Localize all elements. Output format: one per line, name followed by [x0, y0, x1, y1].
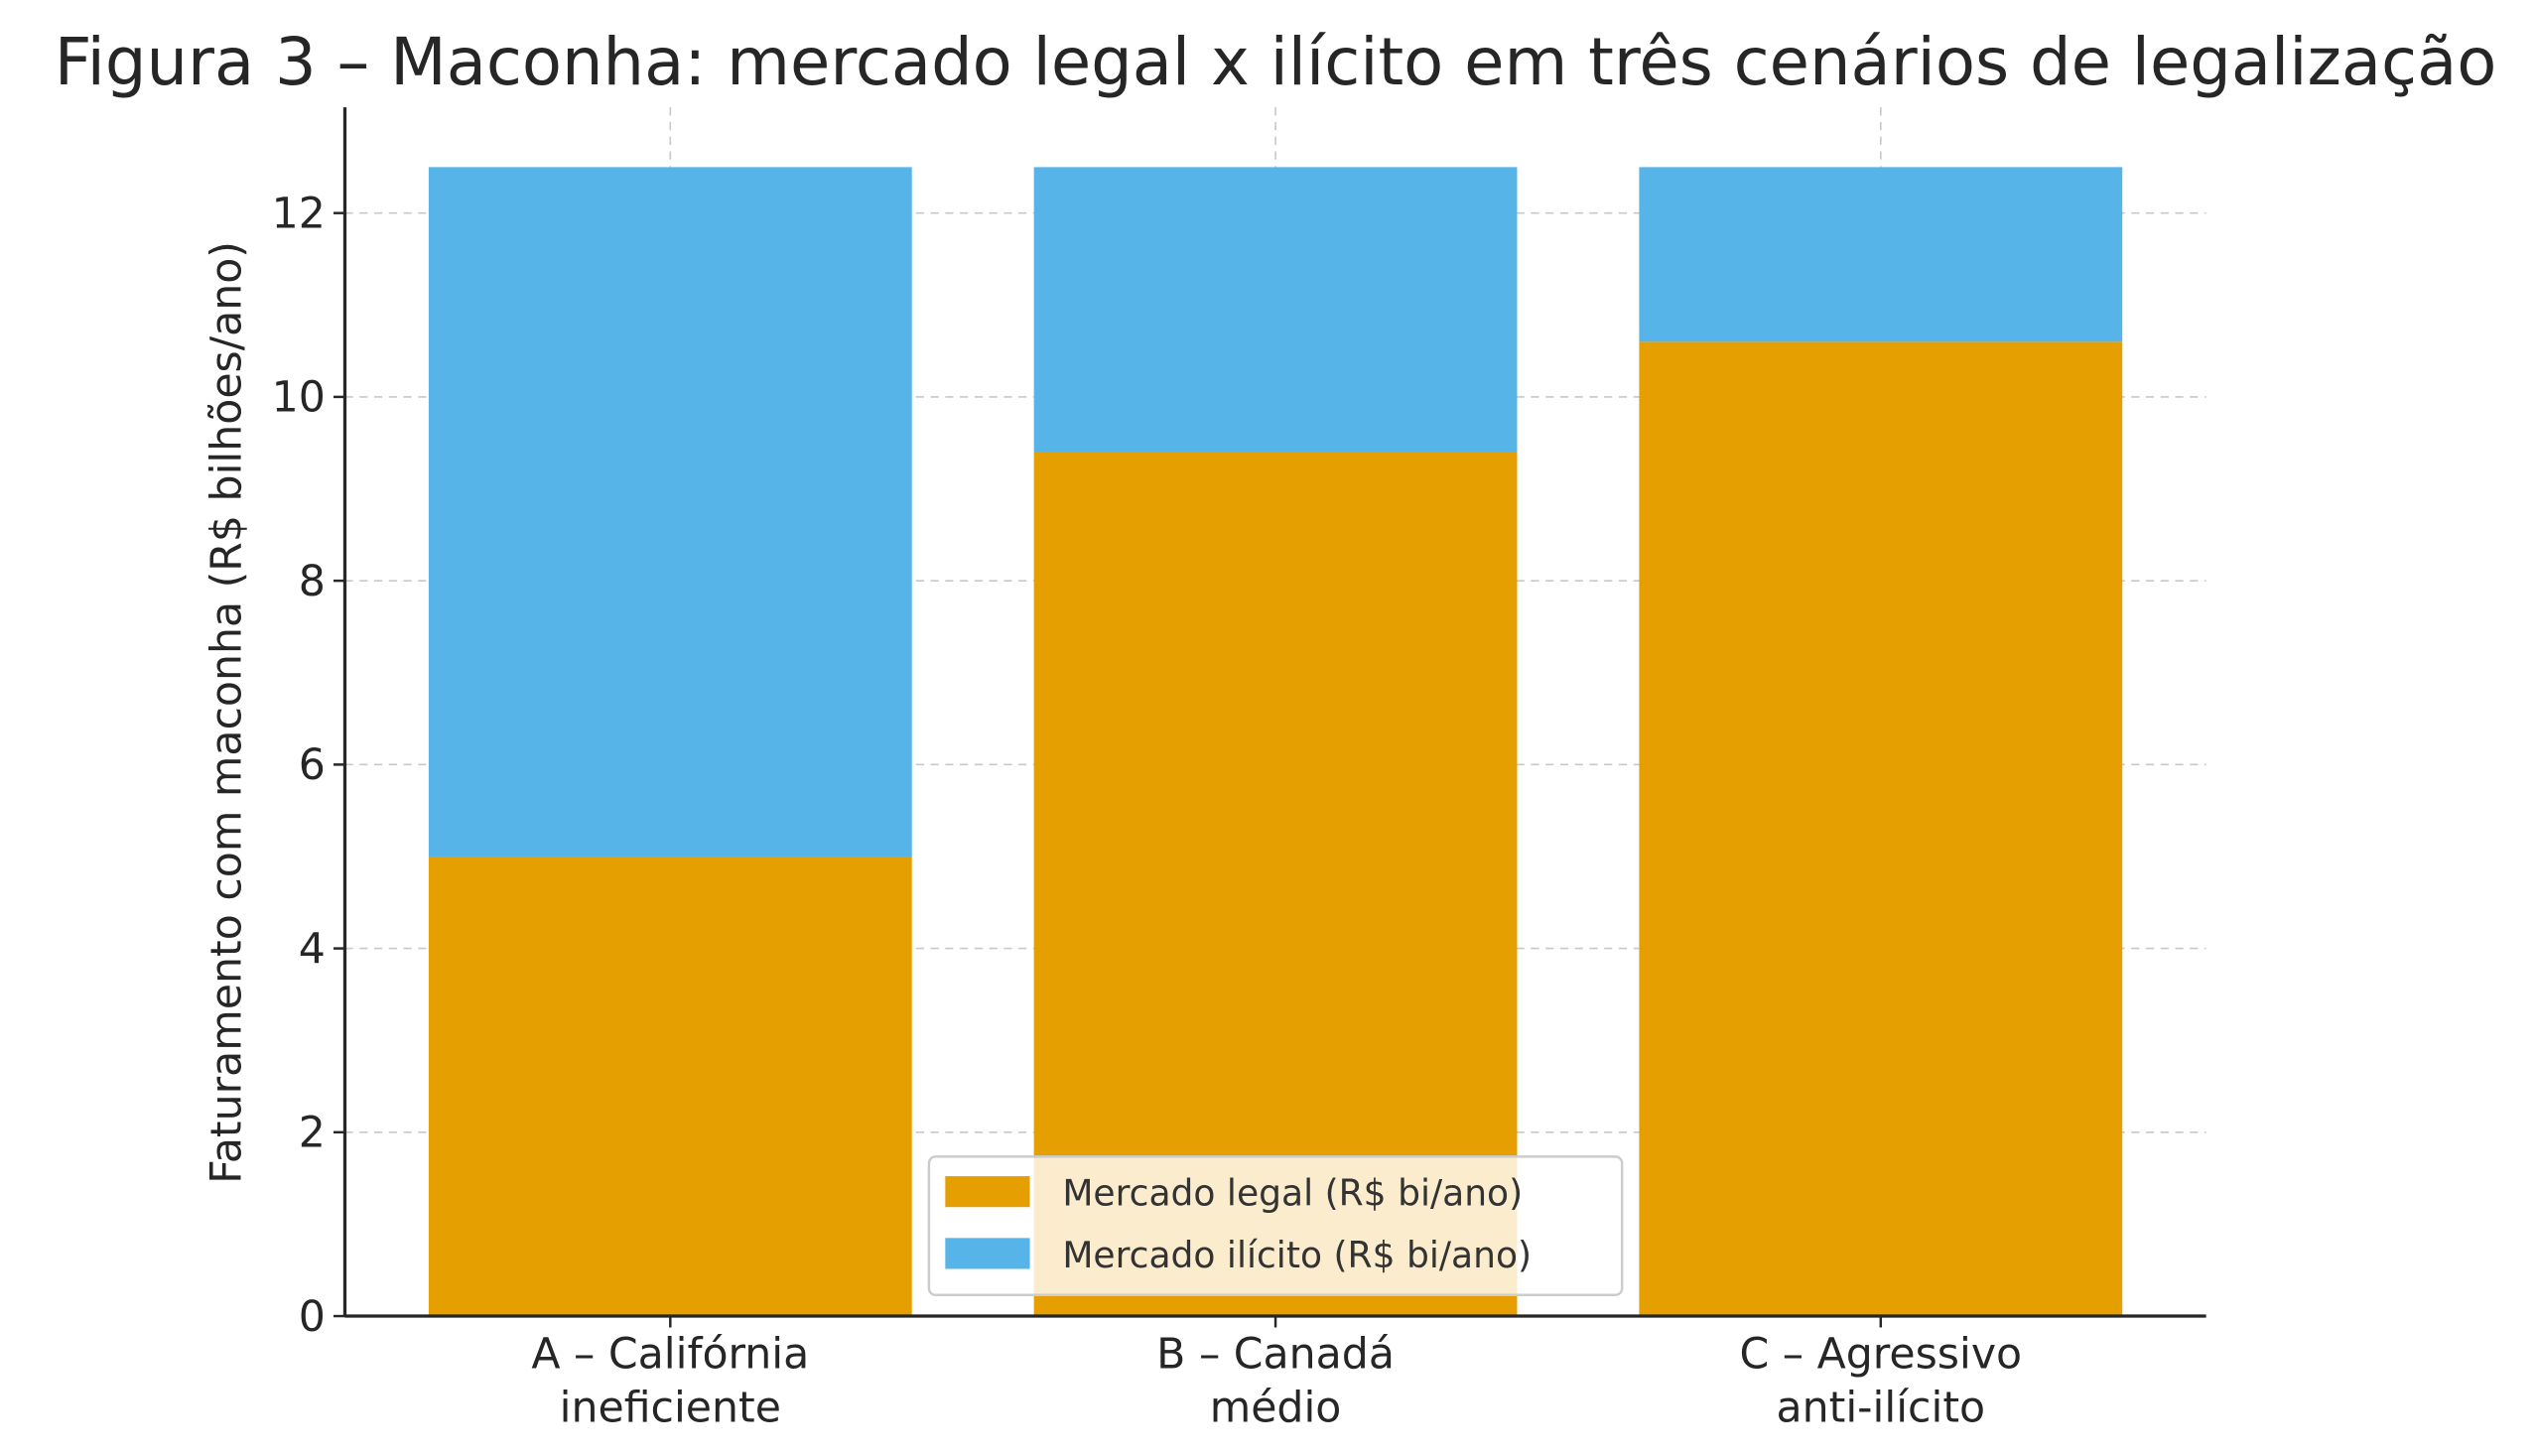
x-tick-label: C – Agressivo	[1739, 1329, 2022, 1379]
x-tick-label: ineficiente	[560, 1384, 781, 1433]
bar-legal	[1639, 341, 2123, 1317]
legend-swatch-legal	[945, 1176, 1030, 1208]
x-tick-label: médio	[1210, 1384, 1342, 1433]
legend-box	[927, 1155, 1624, 1296]
x-tick-label: anti-ilícito	[1777, 1384, 1986, 1433]
legend-label: Mercado legal (R$ bi/ano)	[1062, 1173, 1523, 1215]
bar-illicit	[1639, 167, 2123, 342]
x-tick-label: A – Califórnia	[531, 1329, 809, 1379]
y-tick-label: 12	[272, 189, 326, 238]
y-tick-label: 2	[299, 1109, 326, 1158]
legend: Mercado legal (R$ bi/ano) Mercado ilícito…	[927, 1155, 1624, 1296]
bars	[428, 167, 2123, 1317]
x-tick-label: B – Canadá	[1156, 1329, 1395, 1379]
y-tick-label: 10	[272, 373, 326, 423]
bar-legal	[428, 856, 912, 1317]
y-tick-label: 8	[299, 557, 326, 606]
y-axis-label: Faturamento com maconha (R$ bilhões/ano)	[202, 241, 252, 1184]
chart-title: Figura 3 – Maconha: mercado legal x ilíc…	[55, 25, 2497, 100]
legend-label: Mercado ilícito (R$ bi/ano)	[1062, 1235, 1532, 1276]
axes: 0 2 4 6 8 10 12 A – Califórnia ineficiente B – Ca…	[272, 107, 2206, 1433]
y-tick-label: 4	[299, 924, 326, 974]
bar-illicit	[428, 167, 912, 857]
bar-illicit	[1033, 167, 1518, 453]
legend-swatch-illicit	[945, 1238, 1030, 1269]
y-tick-label: 6	[299, 740, 326, 790]
y-tick-label: 0	[299, 1292, 326, 1342]
